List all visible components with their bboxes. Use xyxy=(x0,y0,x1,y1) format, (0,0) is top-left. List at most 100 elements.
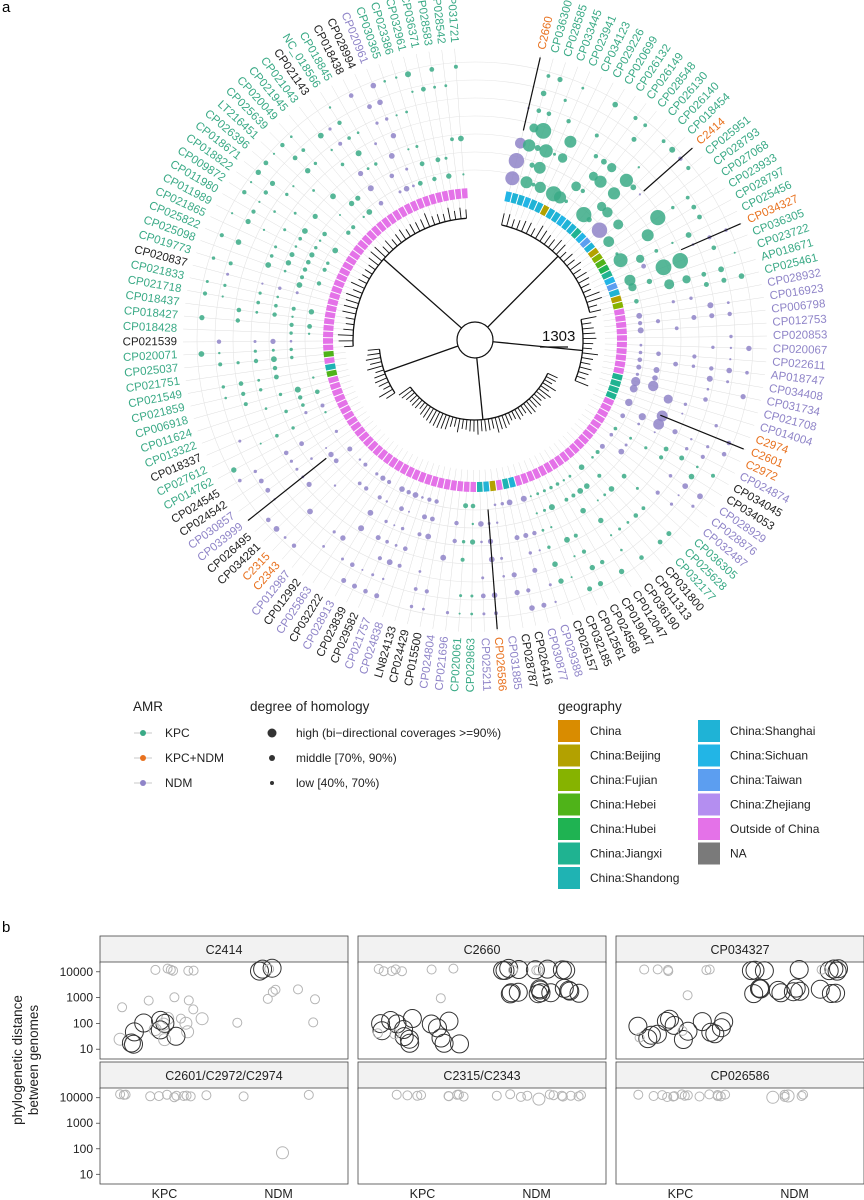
legend-amr-key-dot xyxy=(140,755,146,761)
distance-point xyxy=(372,1021,392,1041)
distance-point xyxy=(391,1089,402,1100)
homology-dot xyxy=(270,338,276,344)
geography-tile xyxy=(616,341,627,348)
tree-tip-branch xyxy=(580,283,590,289)
homology-dot xyxy=(726,380,730,384)
distance-point xyxy=(238,1091,249,1102)
homology-dot xyxy=(691,364,696,368)
homology-dot xyxy=(235,318,240,323)
homology-dot xyxy=(696,465,699,469)
distance-point xyxy=(183,965,194,976)
homology-dot xyxy=(557,76,563,83)
geography-tile xyxy=(583,242,596,253)
geography-tile xyxy=(403,203,414,215)
geography-tile xyxy=(456,480,464,492)
tree-tip-branch xyxy=(423,213,431,227)
distance-point xyxy=(402,1090,413,1101)
geography-tile xyxy=(333,279,345,289)
homology-dot xyxy=(635,372,640,376)
homology-dot xyxy=(548,504,555,511)
distance-point xyxy=(412,1090,423,1101)
tip-guide-line xyxy=(331,85,412,227)
homology-dot xyxy=(273,210,276,213)
geography-tile xyxy=(325,363,336,371)
geography-tile xyxy=(606,282,618,292)
homology-dot xyxy=(536,492,540,496)
tree-tip-branch xyxy=(580,316,597,320)
tree-tip-branch xyxy=(506,214,511,227)
distance-point xyxy=(663,966,674,977)
geography-tile xyxy=(548,458,559,470)
legend-geography-label: China:Taiwan xyxy=(730,773,802,787)
homology-dot xyxy=(726,301,730,304)
geography-tile xyxy=(591,253,603,264)
tip-guide-line xyxy=(471,469,474,632)
ring-guide xyxy=(232,97,718,583)
geography-tile xyxy=(554,454,565,467)
geography-tile xyxy=(613,308,625,316)
homology-dot xyxy=(205,280,209,283)
y-tick-label: 1000 xyxy=(66,1116,93,1130)
homology-dot xyxy=(370,82,377,89)
tree-tip-branch xyxy=(536,390,546,400)
tree-tip-branch xyxy=(453,417,457,427)
tree-tip-branch xyxy=(543,234,552,245)
tip-guide-line xyxy=(183,328,346,336)
legend-geography-label: China:Fujian xyxy=(590,773,657,787)
tree-tip-branch xyxy=(431,216,436,225)
homology-dot xyxy=(689,296,693,300)
homology-dot xyxy=(480,593,486,599)
distance-point xyxy=(308,1017,319,1028)
homology-dot xyxy=(655,259,672,276)
homology-dot xyxy=(546,111,552,117)
tree-tip-branch xyxy=(582,352,599,356)
homology-dot xyxy=(278,392,283,397)
circular-phylogeny: C2660CP036300CP028585CP033445CP023941CP0… xyxy=(123,0,828,692)
distance-point xyxy=(162,963,173,974)
homology-dot xyxy=(302,267,308,272)
geography-tile xyxy=(339,405,352,415)
homology-dot xyxy=(424,589,429,594)
homology-dot xyxy=(726,367,732,374)
distance-point xyxy=(183,995,194,1006)
ring-guide xyxy=(286,151,664,529)
homology-dot xyxy=(529,162,535,168)
geography-tile xyxy=(370,225,382,237)
distance-point xyxy=(745,960,765,980)
homology-dot xyxy=(555,482,560,486)
homology-dot xyxy=(272,152,276,155)
homology-dot xyxy=(580,188,585,194)
distance-point xyxy=(544,1089,555,1100)
homology-dot xyxy=(338,141,343,146)
distance-point xyxy=(195,1012,209,1026)
geography-tile xyxy=(350,421,362,432)
tree-tip-branch xyxy=(526,401,536,413)
geography-tile xyxy=(607,385,620,394)
homology-dot xyxy=(278,286,282,290)
homology-dot xyxy=(496,521,499,524)
tree-tip-branch xyxy=(551,239,563,252)
y-tick-label: 100 xyxy=(73,1142,93,1156)
tip-guide-line xyxy=(490,469,511,630)
tip-guide-line xyxy=(272,433,386,551)
panel-label-a: a xyxy=(2,0,11,16)
geography-tile xyxy=(397,206,408,218)
distance-point xyxy=(232,1017,243,1028)
x-tick-label: NDM xyxy=(522,1187,550,1200)
homology-dot xyxy=(453,64,458,69)
tip-label: CP020853 xyxy=(773,329,828,342)
homology-dot xyxy=(304,411,308,415)
geography-tile xyxy=(596,408,609,418)
homology-dot xyxy=(266,517,271,523)
homology-dot xyxy=(659,455,664,460)
highlight-pointer xyxy=(522,57,541,131)
homology-dot xyxy=(332,530,336,534)
homology-dot xyxy=(390,133,397,139)
geography-tile xyxy=(343,410,355,421)
homology-dot xyxy=(347,446,353,452)
homology-dot xyxy=(620,413,626,419)
homology-dot xyxy=(427,497,432,502)
tip-guide-line xyxy=(390,60,438,216)
homology-dot xyxy=(682,275,691,284)
distance-point xyxy=(701,1022,721,1042)
